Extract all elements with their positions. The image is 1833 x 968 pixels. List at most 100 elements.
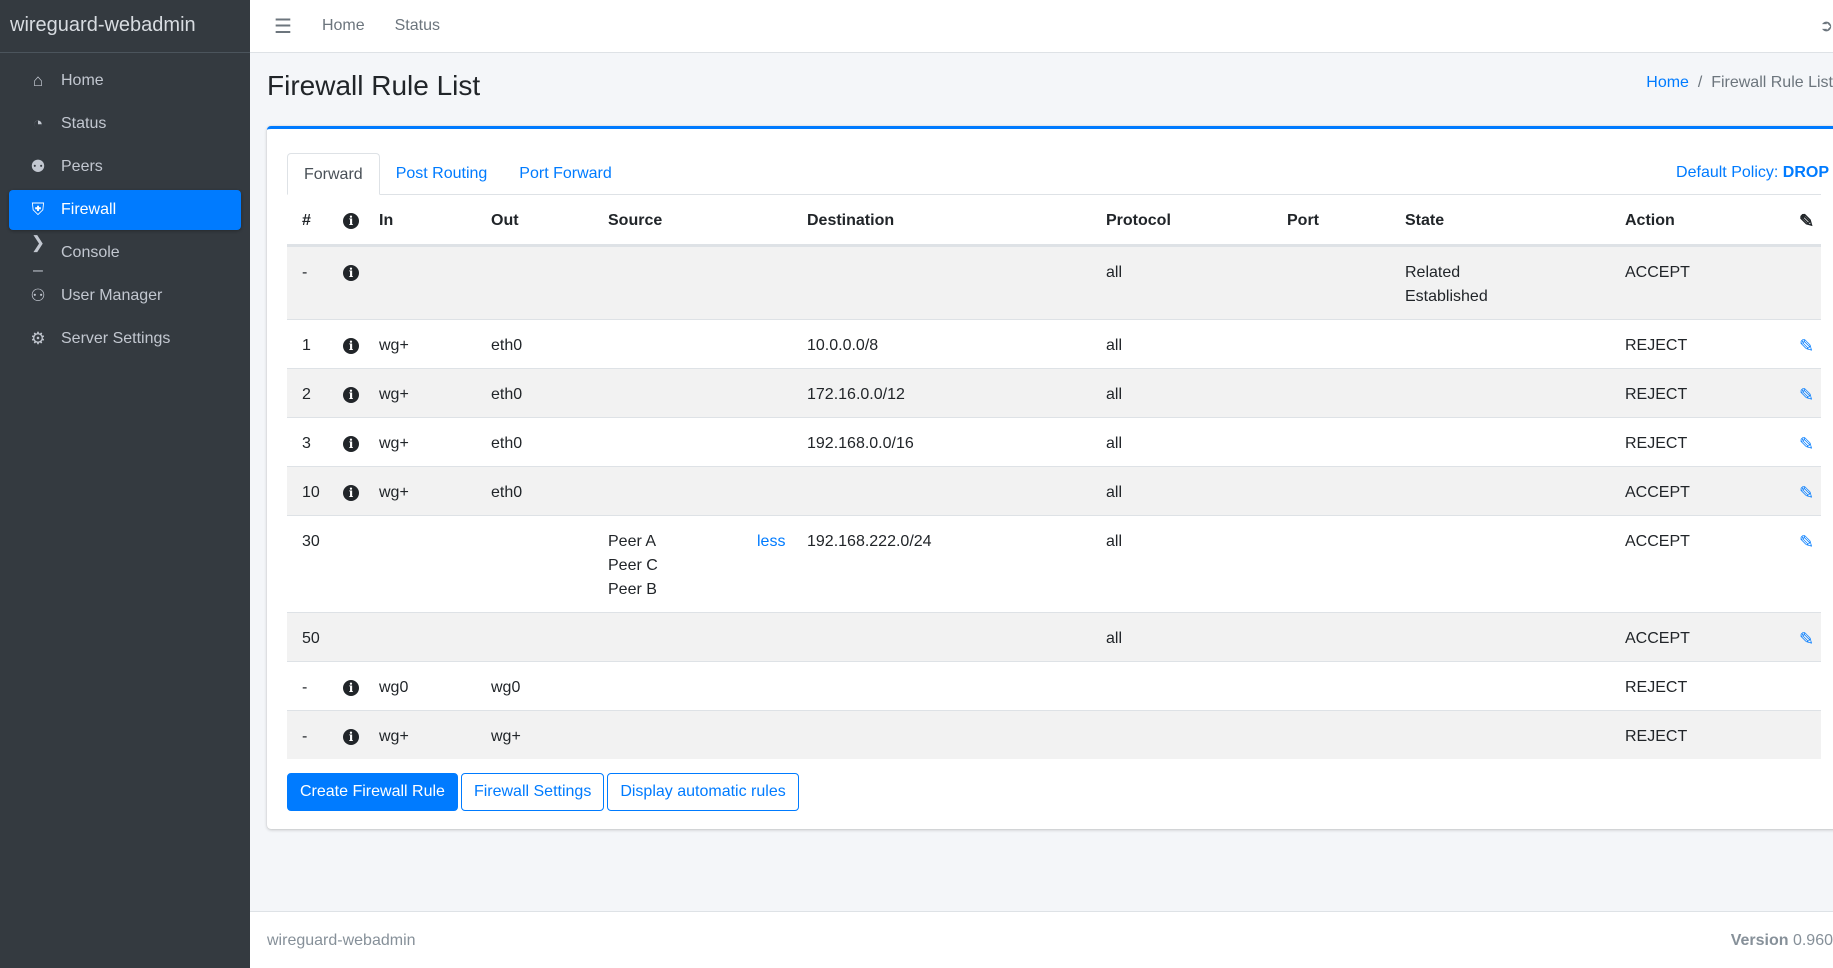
edit-rule-icon[interactable]: ✎ bbox=[1799, 629, 1815, 649]
out-interface: wg+ bbox=[491, 728, 521, 745]
firewall-card: Forward Post Routing Port Forward Defaul… bbox=[267, 126, 1833, 829]
edit-rule-icon[interactable]: ✎ bbox=[1799, 385, 1815, 405]
cogs-icon: ⚙ bbox=[30, 329, 46, 348]
table-row: 3 i wg+ eth0 192.168.0.0/16 all REJECT ✎ bbox=[287, 417, 1821, 466]
in-interface: wg+ bbox=[379, 728, 409, 745]
version: Version 0.960 bbox=[1730, 932, 1833, 949]
logout-icon[interactable]: ➲ bbox=[1819, 18, 1833, 35]
breadcrumb-current: Firewall Rule List bbox=[1711, 74, 1833, 91]
sidebar-item-peers[interactable]: ⚉ Peers bbox=[9, 147, 241, 187]
create-firewall-rule-button[interactable]: Create Firewall Rule bbox=[287, 773, 458, 811]
info-icon[interactable]: i bbox=[343, 436, 359, 452]
info-icon[interactable]: i bbox=[343, 338, 359, 354]
sidebar-item-user-manager[interactable]: ⚇ User Manager bbox=[9, 276, 241, 316]
destination: 172.16.0.0/12 bbox=[807, 386, 905, 403]
source-peer: Peer C bbox=[608, 557, 658, 574]
default-policy-value: DROP bbox=[1782, 164, 1829, 181]
source-toggle-link[interactable]: less bbox=[757, 533, 786, 550]
column-header: Action bbox=[1625, 212, 1675, 229]
out-interface: wg0 bbox=[491, 679, 521, 696]
source-list: Peer A Peer C Peer B bbox=[608, 530, 658, 602]
edit-rule-icon[interactable]: ✎ bbox=[1799, 434, 1815, 454]
edit-rule-icon[interactable]: ✎ bbox=[1799, 532, 1815, 552]
edit-rule-icon[interactable]: ✎ bbox=[1799, 336, 1815, 356]
default-policy[interactable]: Default Policy: DROP bbox=[1676, 164, 1829, 181]
protocol: all bbox=[1106, 630, 1123, 647]
out-interface: eth0 bbox=[491, 484, 523, 501]
tab-post-routing[interactable]: Post Routing bbox=[395, 165, 488, 182]
source-peer: Peer A bbox=[608, 533, 657, 550]
page-title: Firewall Rule List bbox=[267, 70, 481, 101]
action: REJECT bbox=[1625, 679, 1688, 696]
breadcrumb-home[interactable]: Home bbox=[1646, 74, 1689, 91]
table-row: 2 i wg+ eth0 172.16.0.0/12 all REJECT ✎ bbox=[287, 368, 1821, 417]
rule-number: - bbox=[302, 264, 308, 281]
state: Related Established bbox=[1405, 264, 1488, 305]
tabs: Forward Post Routing Port Forward bbox=[287, 153, 1821, 195]
info-icon[interactable]: i bbox=[343, 265, 359, 281]
in-interface: wg+ bbox=[379, 484, 409, 501]
menu-toggle-icon[interactable]: ☰ bbox=[274, 15, 292, 38]
footer: wireguard-webadmin Version 0.960 bbox=[250, 911, 1833, 968]
sidebar-item-firewall[interactable]: ⛨ Firewall bbox=[9, 190, 241, 230]
rule-number: 3 bbox=[302, 435, 311, 452]
in-interface: wg+ bbox=[379, 337, 409, 354]
brand-logo[interactable]: wireguard-webadmin bbox=[0, 0, 250, 53]
destination: 192.168.222.0/24 bbox=[807, 533, 932, 550]
out-interface: eth0 bbox=[491, 337, 523, 354]
table-row: - i all Related Established ACCEPT bbox=[287, 246, 1821, 319]
table-row: - i wg0 wg0 REJECT bbox=[287, 661, 1821, 710]
column-header: Protocol bbox=[1106, 212, 1171, 229]
sidebar-item-label: Server Settings bbox=[61, 330, 171, 347]
protocol: all bbox=[1106, 435, 1123, 452]
action: ACCEPT bbox=[1625, 630, 1690, 647]
protocol: all bbox=[1106, 484, 1123, 501]
table-row: 30 Peer A Peer C Peer B less 192.168.222.0/24… bbox=[287, 515, 1821, 612]
sidebar-item-label: User Manager bbox=[61, 287, 163, 304]
info-icon[interactable]: i bbox=[343, 387, 359, 403]
gauge-icon: ◔ bbox=[32, 114, 44, 133]
rule-number: 10 bbox=[302, 484, 320, 501]
topbar-link-status[interactable]: Status bbox=[394, 17, 440, 34]
users-icon: ⚇ bbox=[30, 286, 46, 305]
action: REJECT bbox=[1625, 435, 1688, 452]
sidebar-item-label: Home bbox=[61, 72, 104, 89]
info-icon[interactable]: i bbox=[343, 680, 359, 696]
sidebar-item-console[interactable]: ❯_ Console bbox=[9, 233, 241, 273]
firewall-settings-button[interactable]: Firewall Settings bbox=[460, 773, 605, 811]
in-interface: wg0 bbox=[379, 679, 409, 696]
column-header: Destination bbox=[807, 212, 895, 229]
destination: 10.0.0.0/8 bbox=[807, 337, 879, 354]
sidebar-item-status[interactable]: ◔ Status bbox=[9, 104, 241, 144]
display-automatic-rules-button[interactable]: Display automatic rules bbox=[607, 773, 799, 811]
out-interface: eth0 bbox=[491, 435, 523, 452]
firewall-rule-table: # i In Out Source Destination Protocol Port Stat… bbox=[287, 195, 1821, 759]
info-icon[interactable]: i bbox=[343, 729, 359, 745]
rule-number: 50 bbox=[302, 630, 320, 647]
sidebar: wireguard-webadmin ⌂ Home ◔ Status ⚉ Peers ⛨ Fi… bbox=[0, 0, 250, 968]
action: ACCEPT bbox=[1625, 533, 1690, 550]
in-interface: wg+ bbox=[379, 435, 409, 452]
protocol: all bbox=[1106, 264, 1123, 281]
column-header: Source bbox=[608, 212, 663, 229]
sidebar-item-label: Console bbox=[61, 244, 120, 261]
tab-port-forward[interactable]: Port Forward bbox=[519, 165, 612, 182]
sidebar-nav: ⌂ Home ◔ Status ⚉ Peers ⛨ Firewall ❯_ Console ⚇ Use… bbox=[0, 53, 250, 370]
destination: 192.168.0.0/16 bbox=[807, 435, 914, 452]
footer-brand: wireguard-webadmin bbox=[267, 932, 416, 949]
rule-number: 30 bbox=[302, 533, 320, 550]
info-icon[interactable]: i bbox=[343, 485, 359, 501]
edit-icon[interactable]: ✎ bbox=[1799, 211, 1815, 231]
terminal-icon: ❯_ bbox=[30, 233, 46, 272]
column-header: In bbox=[379, 212, 394, 229]
tab-forward[interactable]: Forward bbox=[287, 153, 380, 195]
column-header: Port bbox=[1287, 212, 1319, 229]
sidebar-item-home[interactable]: ⌂ Home bbox=[9, 61, 241, 101]
sidebar-item-server-settings[interactable]: ⚙ Server Settings bbox=[9, 319, 241, 359]
home-icon: ⌂ bbox=[32, 71, 44, 90]
edit-rule-icon[interactable]: ✎ bbox=[1799, 483, 1815, 503]
protocol: all bbox=[1106, 533, 1123, 550]
protocol: all bbox=[1106, 386, 1123, 403]
column-header: Out bbox=[491, 212, 519, 229]
topbar-link-home[interactable]: Home bbox=[321, 17, 365, 34]
